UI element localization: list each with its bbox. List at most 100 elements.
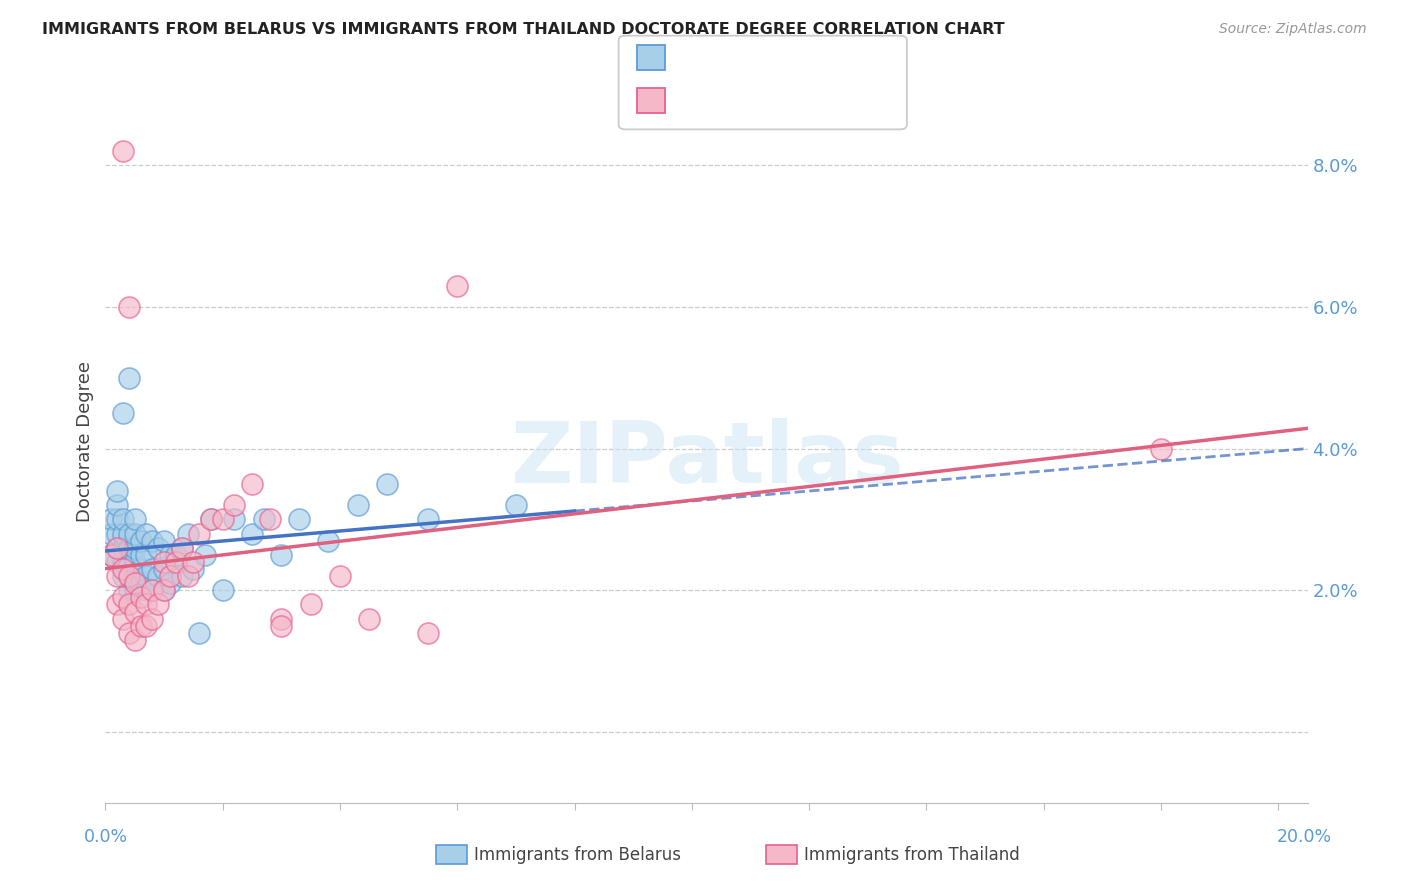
Point: [141, 612, 163, 626]
Point: [105, 598, 128, 612]
Point: [118, 300, 141, 314]
Point: [346, 498, 368, 512]
Point: [112, 512, 135, 526]
Point: [211, 583, 233, 598]
Point: [124, 555, 146, 569]
Point: [118, 569, 141, 583]
Point: [118, 625, 141, 640]
Point: [129, 548, 152, 562]
Point: [259, 512, 281, 526]
Point: [176, 569, 198, 583]
Point: [129, 562, 152, 576]
Point: [124, 569, 146, 583]
Point: [105, 498, 128, 512]
Point: [148, 541, 170, 555]
Point: [112, 144, 135, 158]
Text: 0.111: 0.111: [714, 53, 770, 70]
Text: 0.0%: 0.0%: [83, 828, 128, 846]
Point: [188, 625, 211, 640]
Point: [118, 569, 141, 583]
Point: [141, 583, 163, 598]
Point: [159, 569, 181, 583]
Point: [100, 548, 122, 562]
Point: [165, 555, 187, 569]
Text: N =: N =: [787, 53, 821, 70]
Point: [112, 612, 135, 626]
Point: [124, 583, 146, 598]
Text: N =: N =: [787, 95, 821, 113]
Point: [100, 548, 122, 562]
Point: [135, 548, 157, 562]
Point: [148, 569, 170, 583]
Point: [105, 541, 128, 555]
Point: [153, 562, 176, 576]
Point: [141, 562, 163, 576]
Point: [129, 618, 152, 632]
Point: [211, 512, 233, 526]
Point: [240, 477, 263, 491]
Point: [118, 371, 141, 385]
Point: [118, 598, 141, 612]
Point: [224, 498, 246, 512]
Text: Immigrants from Thailand: Immigrants from Thailand: [804, 846, 1019, 863]
Text: Immigrants from Belarus: Immigrants from Belarus: [474, 846, 681, 863]
Point: [124, 512, 146, 526]
Point: [153, 583, 176, 598]
Point: [112, 555, 135, 569]
Point: [141, 583, 163, 598]
Point: [329, 569, 352, 583]
Point: [270, 618, 292, 632]
Text: Source: ZipAtlas.com: Source: ZipAtlas.com: [1219, 22, 1367, 37]
Point: [100, 526, 122, 541]
Point: [270, 612, 292, 626]
Point: [112, 569, 135, 583]
Point: [224, 512, 246, 526]
Point: [159, 548, 181, 562]
Point: [153, 583, 176, 598]
Point: [270, 548, 292, 562]
Point: [135, 583, 157, 598]
Point: [200, 512, 222, 526]
Point: [105, 512, 128, 526]
Y-axis label: Doctorate Degree: Doctorate Degree: [76, 361, 94, 522]
Point: [118, 541, 141, 555]
Point: [359, 612, 381, 626]
Point: [153, 533, 176, 548]
Point: [124, 576, 146, 591]
Point: [112, 541, 135, 555]
Point: [118, 526, 141, 541]
Point: [299, 598, 322, 612]
Point: [100, 512, 122, 526]
Text: 0.474: 0.474: [714, 95, 770, 113]
Text: ZIPatlas: ZIPatlas: [509, 418, 904, 501]
Point: [118, 555, 141, 569]
Point: [183, 562, 205, 576]
Point: [170, 541, 193, 555]
Point: [105, 541, 128, 555]
Text: R =: R =: [675, 53, 709, 70]
Point: [200, 512, 222, 526]
Point: [105, 526, 128, 541]
Text: R =: R =: [675, 95, 709, 113]
Point: [118, 583, 141, 598]
Point: [170, 569, 193, 583]
Point: [316, 533, 339, 548]
Text: IMMIGRANTS FROM BELARUS VS IMMIGRANTS FROM THAILAND DOCTORATE DEGREE CORRELATION: IMMIGRANTS FROM BELARUS VS IMMIGRANTS FR…: [42, 22, 1005, 37]
Point: [505, 498, 527, 512]
Point: [1150, 442, 1173, 456]
Point: [159, 576, 181, 591]
Point: [129, 576, 152, 591]
Point: [124, 605, 146, 619]
Point: [124, 541, 146, 555]
Point: [176, 526, 198, 541]
Point: [124, 526, 146, 541]
Point: [135, 598, 157, 612]
Point: [112, 406, 135, 420]
Point: [188, 526, 211, 541]
Point: [446, 278, 468, 293]
Point: [129, 591, 152, 605]
Point: [170, 541, 193, 555]
Point: [105, 484, 128, 499]
Point: [135, 569, 157, 583]
Text: 20.0%: 20.0%: [1277, 828, 1333, 846]
